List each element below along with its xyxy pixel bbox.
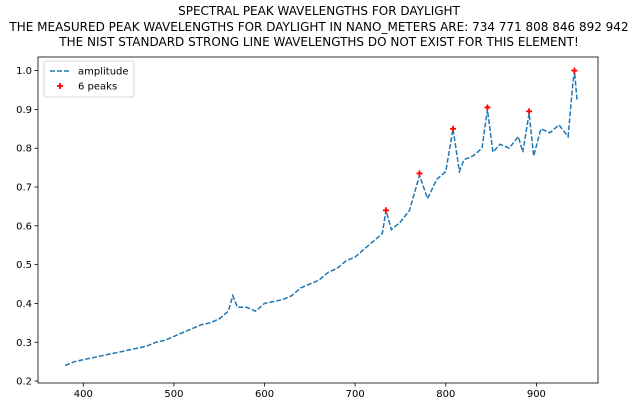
peak-marker bbox=[571, 67, 578, 74]
x-tick-label: 400 bbox=[74, 389, 93, 400]
x-tick-label: 600 bbox=[255, 389, 274, 400]
x-tick-label: 500 bbox=[164, 389, 183, 400]
y-tick-label: 1.0 bbox=[16, 66, 32, 77]
peak-marker bbox=[382, 207, 389, 214]
legend-peaks-swatch bbox=[57, 83, 63, 89]
y-tick-label: 0.5 bbox=[16, 260, 32, 271]
y-tick-label: 0.6 bbox=[16, 221, 32, 232]
x-tick-label: 700 bbox=[346, 389, 365, 400]
y-tick-label: 0.7 bbox=[16, 183, 32, 194]
legend-peaks-label: 6 peaks bbox=[78, 82, 117, 93]
y-axis: 0.2 0.3 0.4 0.5 0.6 0.7 0.8 0.9 1.0 bbox=[16, 66, 38, 388]
y-tick-label: 0.4 bbox=[16, 299, 32, 310]
legend-box bbox=[43, 60, 135, 98]
chart-title: SPECTRAL PEAK WAVELENGTHS FOR DAYLIGHT bbox=[178, 4, 460, 18]
x-axis: 400 500 600 700 800 900 bbox=[74, 383, 546, 400]
y-tick-label: 0.9 bbox=[16, 105, 32, 116]
legend-amplitude-label: amplitude bbox=[78, 67, 129, 78]
peak-marker bbox=[484, 104, 491, 111]
peak-marker bbox=[450, 125, 457, 132]
nist-note-subtitle: THE NIST STANDARD STRONG LINE WAVELENGTH… bbox=[59, 35, 579, 49]
plot-frame bbox=[37, 56, 599, 384]
y-tick-label: 0.2 bbox=[16, 377, 32, 388]
measured-peaks-subtitle: THE MEASURED PEAK WAVELENGTHS FOR DAYLIG… bbox=[9, 20, 629, 34]
y-tick-label: 0.8 bbox=[16, 144, 32, 155]
x-tick-label: 900 bbox=[527, 389, 546, 400]
peak-marker bbox=[526, 108, 533, 115]
x-tick-label: 800 bbox=[436, 389, 455, 400]
plot-area bbox=[64, 67, 578, 367]
amplitude-series-line bbox=[64, 70, 578, 367]
legend: amplitude 6 peaks bbox=[43, 60, 135, 98]
peak-marker bbox=[416, 170, 423, 177]
y-tick-label: 0.3 bbox=[16, 338, 32, 349]
